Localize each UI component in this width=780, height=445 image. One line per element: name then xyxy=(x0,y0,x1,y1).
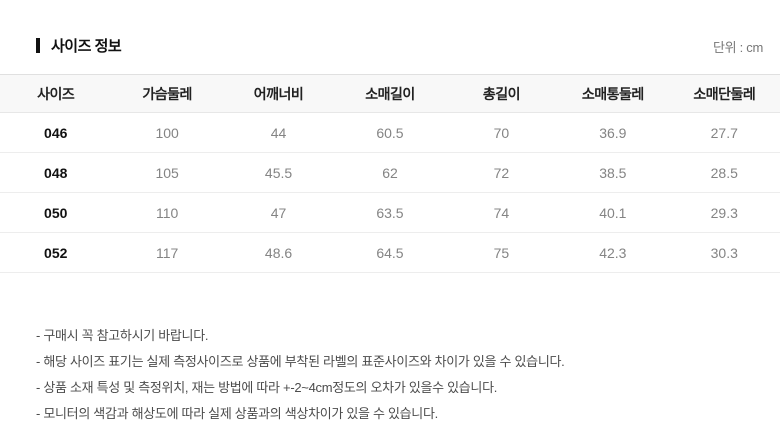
size-table: 사이즈 가슴둘레 어깨너비 소매길이 총길이 소매통둘레 소매단둘레 046 1… xyxy=(0,74,780,273)
value-cell: 44 xyxy=(222,112,335,153)
value-cell: 48.6 xyxy=(222,232,335,273)
note-line: - 상품 소재 특성 및 측정위치, 재는 방법에 따라 +-2~4cm정도의 … xyxy=(36,380,498,395)
value-cell: 60.5 xyxy=(334,112,446,153)
section-title-group: 사이즈 정보 xyxy=(36,35,122,56)
section-title: 사이즈 정보 xyxy=(51,38,122,55)
value-cell: 100 xyxy=(111,112,223,153)
value-cell: 64.5 xyxy=(334,232,446,273)
value-cell: 45.5 xyxy=(222,152,335,193)
size-table-head: 사이즈 가슴둘레 어깨너비 소매길이 총길이 소매통둘레 소매단둘레 xyxy=(0,74,780,113)
table-row-048: 048 105 45.5 62 72 38.5 28.5 xyxy=(0,152,780,193)
title-accent-bar xyxy=(36,38,40,53)
value-cell: 75 xyxy=(445,232,558,273)
table-row-050: 050 110 47 63.5 74 40.1 29.3 xyxy=(0,192,780,233)
col-header-sleeve-length: 소매길이 xyxy=(334,74,446,113)
size-cell: 048 xyxy=(0,152,112,193)
value-cell: 62 xyxy=(334,152,446,193)
value-cell: 110 xyxy=(111,192,223,233)
value-cell: 74 xyxy=(445,192,558,233)
col-header-size: 사이즈 xyxy=(0,74,112,113)
col-header-total-length: 총길이 xyxy=(445,74,558,113)
value-cell: 27.7 xyxy=(668,112,780,153)
value-cell: 30.3 xyxy=(668,232,780,273)
note-line: - 구매시 꼭 참고하시기 바랍니다. xyxy=(36,328,209,343)
value-cell: 63.5 xyxy=(334,192,446,233)
value-cell: 40.1 xyxy=(557,192,669,233)
size-cell: 050 xyxy=(0,192,112,233)
col-header-shoulder: 어깨너비 xyxy=(222,74,335,113)
value-cell: 38.5 xyxy=(557,152,669,193)
col-header-cuff-width: 소매단둘레 xyxy=(668,74,780,113)
col-header-chest: 가슴둘레 xyxy=(111,74,223,113)
size-cell: 052 xyxy=(0,232,112,273)
size-notes: - 구매시 꼭 참고하시기 바랍니다. - 해당 사이즈 표기는 실제 측정사이… xyxy=(36,323,763,427)
value-cell: 72 xyxy=(445,152,558,193)
size-table-body: 046 100 44 60.5 70 36.9 27.7 048 105 45.… xyxy=(0,112,780,273)
col-header-sleeve-width: 소매통둘레 xyxy=(557,74,669,113)
size-cell: 046 xyxy=(0,112,112,153)
table-row-046: 046 100 44 60.5 70 36.9 27.7 xyxy=(0,112,780,153)
value-cell: 70 xyxy=(445,112,558,153)
value-cell: 42.3 xyxy=(557,232,669,273)
value-cell: 28.5 xyxy=(668,152,780,193)
value-cell: 105 xyxy=(111,152,223,193)
value-cell: 117 xyxy=(111,232,223,273)
table-row-052: 052 117 48.6 64.5 75 42.3 30.3 xyxy=(0,232,780,273)
unit-label: 단위 : cm xyxy=(713,40,763,55)
value-cell: 36.9 xyxy=(557,112,669,153)
note-line: - 해당 사이즈 표기는 실제 측정사이즈로 상품에 부착된 라벨의 표준사이즈… xyxy=(36,354,565,369)
value-cell: 47 xyxy=(222,192,335,233)
section-header: 사이즈 정보 단위 : cm xyxy=(0,0,780,56)
table-header-row: 사이즈 가슴둘레 어깨너비 소매길이 총길이 소매통둘레 소매단둘레 xyxy=(0,74,780,113)
note-line: - 모니터의 색감과 해상도에 따라 실제 상품과의 색상차이가 있을 수 있습… xyxy=(36,406,438,421)
value-cell: 29.3 xyxy=(668,192,780,233)
